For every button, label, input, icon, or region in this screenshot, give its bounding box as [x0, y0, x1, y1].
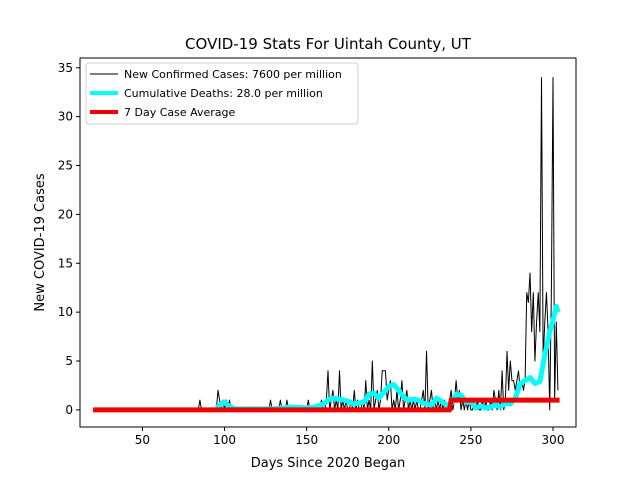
x-tick-label: 200: [377, 433, 400, 447]
y-axis-ticks: 0 5 10 15 20 25 30 35: [58, 61, 80, 417]
legend: New Confirmed Cases: 7600 per million Cu…: [85, 62, 359, 125]
y-tick-label: 10: [58, 305, 73, 319]
series-line-average: [93, 397, 560, 413]
chart-title: COVID-19 Stats For Uintah County, UT: [185, 35, 472, 53]
y-tick-label: 0: [65, 403, 73, 417]
y-tick-label: 25: [58, 159, 73, 173]
legend-label-deaths: Cumulative Deaths: 28.0 per million: [124, 87, 323, 100]
x-axis-ticks: 50 100 150 200 250 300: [135, 427, 565, 447]
legend-frame: [85, 62, 359, 125]
x-axis-label: Days Since 2020 Began: [251, 456, 406, 471]
x-tick-label: 100: [213, 433, 236, 447]
y-tick-label: 15: [58, 256, 73, 270]
y-axis-label: New COVID-19 Cases: [33, 173, 48, 311]
legend-label-cases: New Confirmed Cases: 7600 per million: [124, 68, 342, 81]
x-tick-label: 50: [135, 433, 150, 447]
series-line-deaths: [214, 303, 561, 412]
x-tick-label: 250: [459, 433, 482, 447]
y-tick-label: 35: [58, 61, 73, 75]
x-tick-label: 300: [542, 433, 565, 447]
y-tick-label: 30: [58, 110, 73, 124]
x-tick-label: 150: [295, 433, 318, 447]
y-tick-label: 5: [65, 354, 73, 368]
y-tick-label: 20: [58, 207, 73, 221]
plot-frame: [79, 57, 577, 428]
legend-label-average: 7 Day Case Average: [124, 106, 236, 119]
plot-series: [93, 77, 561, 413]
